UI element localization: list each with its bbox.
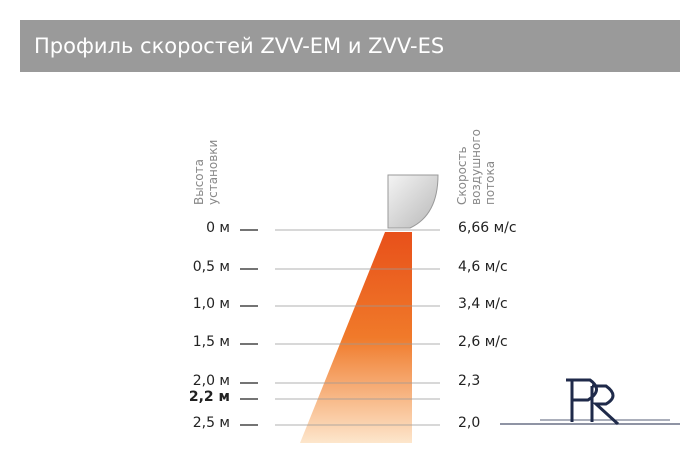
height-label: 2,2 м (189, 389, 230, 405)
speed-axis-label: потока (483, 161, 497, 205)
height-axis-label: установки (206, 140, 220, 205)
axis-labels: Высота установки Скорость воздушного потока (192, 129, 497, 205)
height-label: 2,5 м (193, 415, 230, 431)
height-label: 2,0 м (193, 373, 230, 389)
heater-unit (387, 174, 439, 229)
logo (500, 378, 680, 426)
speed-label: 2,0 (458, 415, 480, 431)
speed-label: 4,6 м/с (458, 259, 508, 275)
title: Профиль скоростей ZVV-EM и ZVV-ES (34, 34, 444, 58)
speed-label: 2,6 м/с (458, 334, 508, 350)
air-jet (300, 232, 412, 443)
height-label: 0,5 м (193, 259, 230, 275)
speed-label: 2,3 (458, 373, 480, 389)
height-label: 0 м (206, 220, 230, 236)
height-axis-label: Высота (192, 159, 206, 205)
rows: 0 м 6,66 м/с 0,5 м 4,6 м/с 1,0 м 3,4 м/с 1,5 м… (189, 220, 517, 431)
speed-axis-label: Скорость (455, 146, 469, 205)
speed-label: 6,66 м/с (458, 220, 517, 236)
speed-label: 3,4 м/с (458, 296, 508, 312)
speed-axis-label: воздушного (469, 129, 483, 205)
height-label: 1,0 м (193, 296, 230, 312)
height-label: 1,5 м (193, 334, 230, 350)
header-bar (20, 20, 680, 72)
